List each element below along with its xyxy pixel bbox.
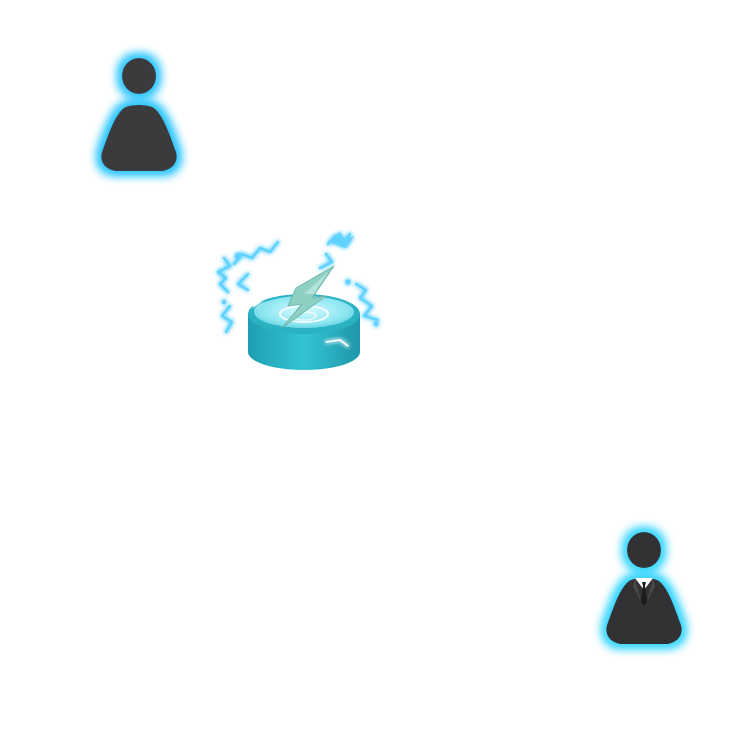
electric-pad[interactable]	[208, 224, 400, 384]
person-suit-icon	[606, 532, 682, 644]
player-avatar-suit[interactable]	[593, 516, 697, 660]
lightning-pad-icon	[216, 232, 380, 370]
player-avatar-plain[interactable]	[88, 44, 192, 188]
person-icon	[101, 58, 177, 171]
